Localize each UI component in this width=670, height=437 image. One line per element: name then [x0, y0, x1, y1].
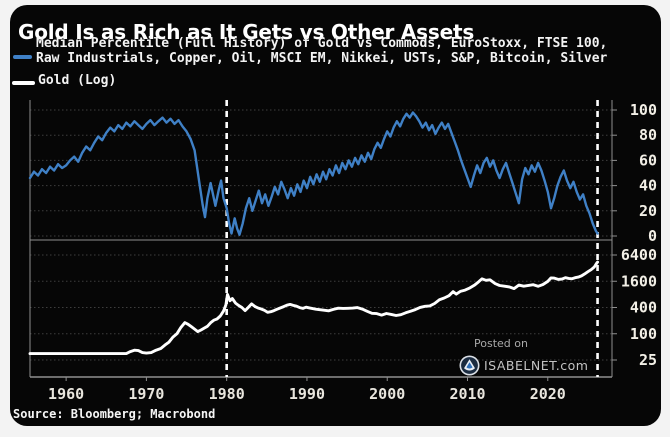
svg-text:100: 100	[630, 101, 657, 119]
svg-text:1980: 1980	[209, 385, 245, 403]
legend-gold-label: Gold (Log)	[38, 73, 117, 88]
svg-text:0: 0	[648, 227, 657, 245]
gold-swatch-icon	[12, 81, 35, 85]
svg-text:6400: 6400	[621, 246, 657, 264]
watermark-site-name: ISABELNET.com	[484, 358, 589, 373]
svg-text:2010: 2010	[449, 385, 485, 403]
svg-text:400: 400	[630, 299, 657, 317]
svg-text:20: 20	[639, 202, 657, 220]
svg-text:100: 100	[630, 325, 657, 343]
source-note: Source: Bloomberg; Macrobond	[13, 407, 216, 421]
svg-text:40: 40	[639, 177, 657, 195]
legend-percentile-line2: Raw Industrials, Copper, Oil, MSCI EM, N…	[36, 51, 608, 66]
svg-text:25: 25	[639, 351, 657, 369]
legend-percentile-line1: Median Percentile (Full History) of Gold…	[36, 36, 608, 51]
svg-text:1990: 1990	[289, 385, 325, 403]
isabelnet-logo-icon	[459, 355, 480, 376]
watermark: ISABELNET.com	[459, 355, 588, 376]
percentile-swatch-icon	[13, 55, 32, 59]
svg-text:1960: 1960	[48, 385, 84, 403]
svg-text:1600: 1600	[621, 272, 657, 290]
svg-text:2000: 2000	[369, 385, 405, 403]
svg-text:80: 80	[639, 126, 657, 144]
svg-text:2020: 2020	[530, 385, 566, 403]
watermark-posted-on: Posted on	[474, 337, 528, 350]
svg-text:60: 60	[639, 151, 657, 169]
chart-card	[10, 5, 661, 426]
page-title: Gold Is as Rich as It Gets vs Other Asse…	[18, 20, 475, 45]
svg-text:1970: 1970	[128, 385, 164, 403]
